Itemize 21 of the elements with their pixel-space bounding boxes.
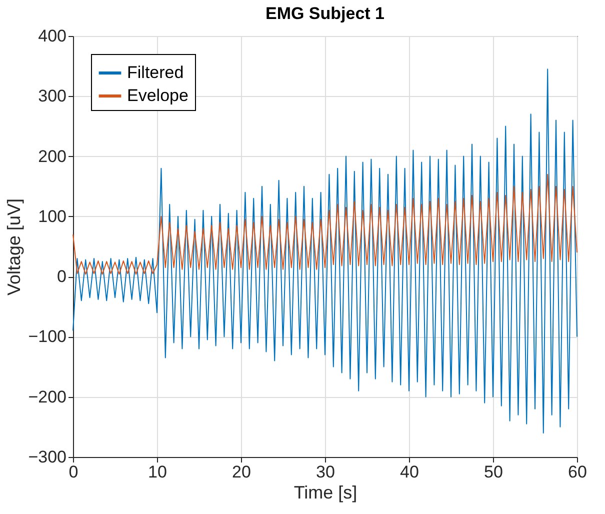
line-series (72, 174, 578, 275)
y-tick-label: 100 (38, 206, 66, 226)
y-axis-title: Voltage [uV] (4, 198, 24, 296)
x-tick-label: 50 (484, 462, 503, 482)
legend-label: Filtered (127, 63, 184, 82)
y-tick-label: 200 (38, 146, 66, 166)
legend-label: Evelope (127, 86, 188, 105)
chart-title: EMG Subject 1 (265, 4, 385, 23)
x-tick-label: 30 (316, 462, 335, 482)
y-tick-label: −100 (28, 327, 66, 346)
x-tick-label: 0 (68, 462, 78, 482)
y-tick-label: 300 (38, 86, 66, 106)
y-tick-label: 0 (57, 267, 66, 286)
y-tick-label: 400 (38, 26, 66, 46)
x-axis-title: Time [s] (294, 482, 358, 502)
x-tick-label: 10 (148, 462, 167, 482)
y-tick-label: −200 (28, 387, 66, 406)
x-tick-label: 60 (568, 462, 587, 482)
y-tick-label: −300 (28, 448, 66, 466)
x-tick-label: 40 (400, 462, 419, 482)
x-tick-label: 20 (232, 462, 251, 482)
